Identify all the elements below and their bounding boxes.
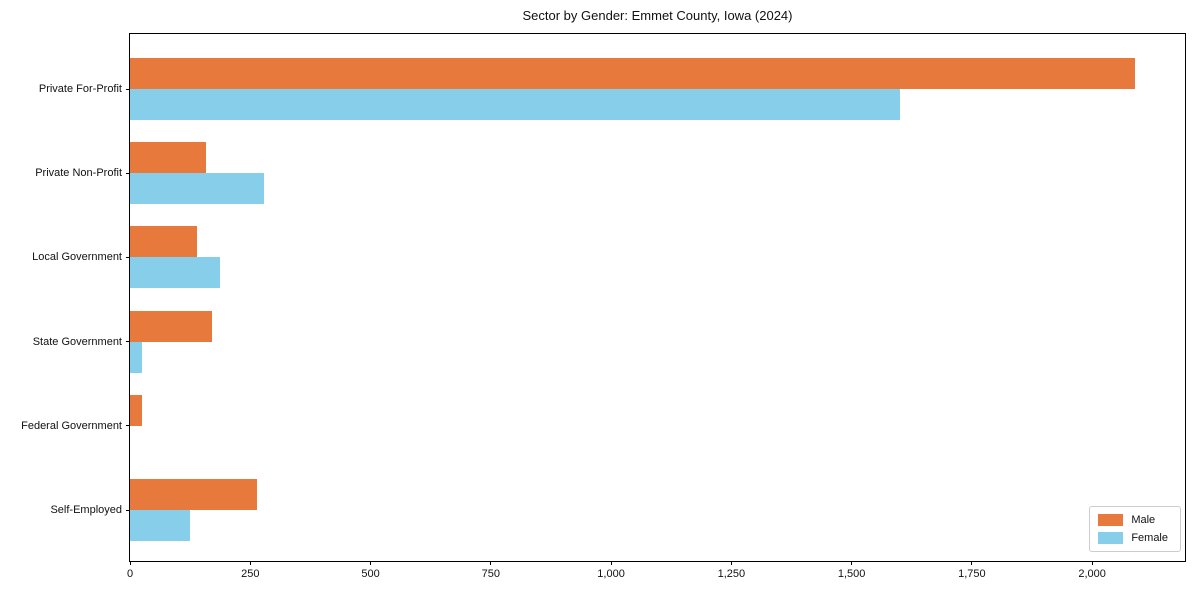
female-bar <box>130 510 190 541</box>
male-bar <box>130 58 1136 89</box>
female-bar <box>130 341 143 373</box>
x-tick-mark <box>610 561 612 565</box>
x-tick-mark <box>370 561 372 565</box>
chart-title: Sector by Gender: Emmet County, Iowa (20… <box>522 8 793 23</box>
x-axis-tick-label: 2,000 <box>1078 568 1106 580</box>
legend-item-male: Male <box>1098 514 1168 526</box>
x-tick-mark <box>249 561 251 565</box>
y-axis-label: State Government <box>32 335 122 348</box>
x-axis-tick-label: 1,250 <box>717 568 746 580</box>
x-axis-tick-label: 0 <box>126 568 134 580</box>
x-tick-mark <box>851 561 853 565</box>
y-axis-label: Local Government <box>32 251 122 264</box>
male-bar <box>130 310 212 342</box>
x-axis-tick-label: 750 <box>481 568 500 580</box>
x-tick-mark <box>730 561 732 565</box>
y-tick-mark <box>126 509 130 511</box>
female-bar <box>130 257 220 289</box>
x-axis-tick-label: 250 <box>241 568 260 580</box>
x-tick-mark <box>129 561 131 565</box>
x-axis-tick-label: 1,000 <box>597 568 625 580</box>
male-bar <box>130 394 143 426</box>
x-axis-tick-label: 500 <box>361 568 380 580</box>
y-axis-label: Private Non-Profit <box>35 167 122 180</box>
y-axis-label: Self-Employed <box>50 504 122 516</box>
female-bar <box>130 173 264 205</box>
x-axis-tick-label: 1,750 <box>958 568 986 580</box>
y-tick-mark <box>126 256 130 258</box>
legend-male-label: Male <box>1131 514 1156 526</box>
male-bar <box>130 479 257 510</box>
y-tick-mark <box>126 425 130 427</box>
y-tick-mark <box>126 88 130 90</box>
legend-female-label: Female <box>1131 532 1168 544</box>
x-axis-tick-label: 1,500 <box>837 568 866 580</box>
y-tick-mark <box>126 172 130 174</box>
x-tick-mark <box>971 561 973 565</box>
female-bar <box>130 89 900 120</box>
legend-item-female: Female <box>1098 532 1168 544</box>
male-bar <box>130 142 206 174</box>
x-tick-mark <box>1091 561 1093 565</box>
y-axis-label: Federal Government <box>21 419 122 432</box>
legend: Male Female <box>1089 506 1181 552</box>
x-tick-mark <box>490 561 492 565</box>
plot-area: Private For-Profit Private Non-Profit Loca… <box>21 33 1186 580</box>
y-axis-label: Private For-Profit <box>38 83 122 95</box>
male-bar <box>130 226 197 258</box>
y-tick-mark <box>126 341 130 343</box>
legend-female-swatch <box>1098 532 1124 544</box>
legend-male-swatch <box>1098 514 1124 526</box>
